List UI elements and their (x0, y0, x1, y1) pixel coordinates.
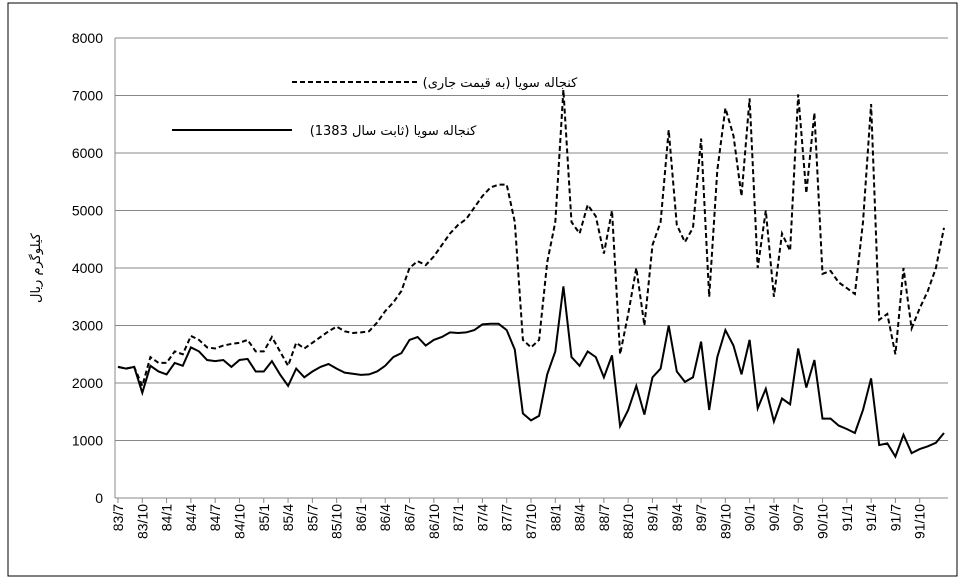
x-tick-label: 87/10 (523, 504, 539, 539)
x-tick-label: 88/10 (620, 504, 636, 539)
x-tick-label: 90/10 (815, 504, 831, 539)
x-tick-label: 89/1 (644, 504, 660, 531)
x-tick-label: 90/7 (790, 504, 806, 531)
legend-label: کنجاله سویا (به قیمت جاری) (423, 76, 579, 91)
x-tick-label: 91/7 (887, 504, 903, 531)
x-tick-label: 88/4 (572, 504, 588, 531)
x-tick-label: 91/10 (912, 504, 928, 539)
x-tick-label: 87/4 (474, 504, 490, 531)
x-tick-label: 89/10 (717, 504, 733, 539)
chart-border (7, 2, 958, 577)
y-tick-label: 8000 (72, 30, 103, 46)
series-line (117, 89, 945, 389)
y-tick-label: 7000 (72, 88, 103, 104)
x-tick-label: 91/1 (839, 504, 855, 531)
x-tick-label: 91/4 (863, 504, 879, 531)
x-tick-label: 86/1 (353, 504, 369, 531)
x-tick-label: 86/10 (426, 504, 442, 539)
x-tick-label: 88/7 (596, 504, 612, 531)
x-tick-label: 85/1 (256, 504, 272, 531)
series-line (117, 286, 945, 459)
y-tick-label: 2000 (72, 375, 103, 391)
x-tick-label: 84/7 (207, 504, 223, 531)
x-tick-label: 89/7 (693, 504, 709, 531)
y-axis-label: کیلوگرم ریال (28, 232, 44, 303)
x-tick-label: 85/7 (304, 504, 320, 531)
x-tick-label: 88/1 (547, 504, 563, 531)
x-tick-label: 89/4 (669, 504, 685, 531)
y-tick-label: 3000 (72, 318, 103, 334)
x-tick-label: 85/4 (280, 504, 296, 531)
x-tick-label: 84/10 (231, 504, 247, 539)
y-tick-label: 1000 (72, 433, 103, 449)
y-tick-label: 4000 (72, 260, 103, 276)
y-tick-label: 5000 (72, 203, 103, 219)
x-tick-label: 86/4 (377, 504, 393, 531)
x-tick-label: 90/1 (742, 504, 758, 531)
x-tick-label: 83/7 (110, 504, 126, 531)
x-tick-label: 87/1 (450, 504, 466, 531)
legend-label: کنجاله سویا (ثابت سال 1383) (310, 124, 477, 139)
x-tick-label: 84/4 (183, 504, 199, 531)
y-tick-label: 0 (95, 490, 103, 506)
x-tick-label: 85/10 (329, 504, 345, 539)
x-tick-label: 86/7 (402, 504, 418, 531)
x-tick-label: 84/1 (159, 504, 175, 531)
y-tick-label: 6000 (72, 145, 103, 161)
x-tick-label: 87/7 (499, 504, 515, 531)
x-tick-label: 90/4 (766, 504, 782, 531)
x-tick-label: 83/10 (134, 504, 150, 539)
